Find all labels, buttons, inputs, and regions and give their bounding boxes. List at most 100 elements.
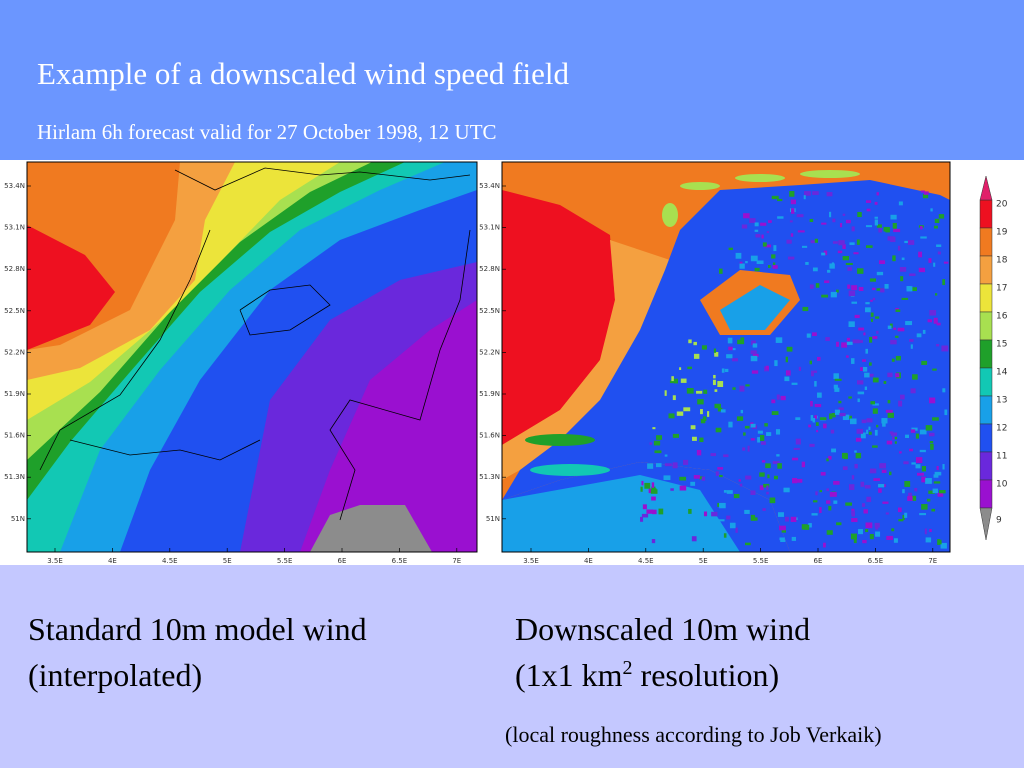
texture-spot: [857, 398, 860, 403]
legend-swatch: [979, 255, 993, 285]
texture-spot: [723, 454, 729, 458]
texture-spot: [930, 443, 934, 450]
texture-spot: [857, 391, 865, 395]
texture-spot: [791, 536, 796, 541]
texture-spot: [786, 239, 792, 244]
texture-spot: [814, 238, 818, 243]
texture-spot: [918, 251, 923, 258]
texture-spot: [729, 522, 736, 529]
texture-spot: [925, 478, 932, 484]
texture-spot: [841, 342, 848, 348]
texture-spot: [934, 225, 938, 229]
texture-spot: [735, 527, 738, 533]
border: [69, 439, 261, 461]
texture-spot: [826, 458, 829, 462]
texture-spot: [761, 460, 766, 463]
texture-spot: [882, 484, 886, 488]
texture-spot: [688, 339, 692, 344]
texture-spot: [839, 412, 846, 417]
texture-spot: [756, 260, 764, 264]
texture-spot: [820, 472, 826, 476]
texture-spot: [650, 489, 658, 494]
lon-tick-label: 5.5E: [753, 557, 769, 565]
texture-spot: [832, 241, 838, 244]
texture-spot: [777, 463, 782, 469]
texture-spot: [829, 491, 837, 497]
texture-spot: [887, 372, 893, 378]
texture-spot: [744, 542, 751, 546]
texture-spot: [808, 424, 812, 428]
texture-spot: [897, 327, 905, 332]
texture-spot: [714, 352, 719, 357]
texture-spot: [848, 484, 855, 490]
texture-spot: [834, 387, 840, 392]
texture-spot: [793, 447, 800, 450]
texture-spot: [736, 416, 744, 421]
texture-spot: [668, 413, 675, 419]
texture-spot: [727, 337, 733, 344]
texture-spot: [866, 208, 871, 212]
texture-spot: [796, 214, 804, 218]
texture-spot: [863, 332, 866, 336]
texture-spot: [739, 483, 743, 487]
texture-spot: [766, 485, 769, 490]
texture-spot: [664, 390, 667, 396]
texture-spot: [866, 496, 872, 502]
caption-left-2: (interpolated): [28, 657, 202, 693]
texture-spot: [878, 260, 886, 265]
left-map: [26, 161, 478, 553]
caption-right-2: (1x1 km2 resolution): [515, 657, 779, 693]
texture-spot: [809, 360, 812, 365]
texture-spot: [928, 258, 932, 263]
lat-tick-label: 51N: [11, 515, 25, 523]
island: [525, 434, 595, 446]
lat-tick-label: 51.9N: [4, 390, 25, 398]
texture-spot: [862, 366, 868, 372]
texture-spot: [858, 286, 864, 292]
texture-spot: [839, 223, 843, 228]
texture-spot: [846, 355, 849, 358]
texture-spot: [936, 322, 941, 326]
texture-spot: [819, 417, 827, 421]
texture-spot: [710, 453, 717, 457]
texture-spot: [821, 222, 827, 225]
texture-spot: [942, 279, 946, 286]
texture-spot: [875, 531, 881, 537]
top-band: [0, 0, 1024, 160]
texture-spot: [850, 533, 857, 540]
frame: [501, 161, 951, 553]
texture-spot: [941, 345, 949, 352]
texture-spot: [814, 415, 817, 419]
texture-spot: [920, 190, 925, 193]
texture-spot: [701, 345, 707, 350]
legend-swatch: [979, 479, 993, 509]
texture-spot: [789, 191, 795, 197]
texture-spot: [929, 528, 932, 532]
texture-spot: [865, 225, 873, 228]
texture-spot: [688, 508, 692, 514]
texture-spot: [855, 452, 862, 459]
texture-spot: [765, 365, 769, 370]
texture-spot: [785, 356, 788, 363]
texture-spot: [928, 490, 935, 494]
texture-spot: [714, 403, 721, 409]
texture-spot: [728, 346, 733, 351]
texture-spot: [898, 201, 903, 206]
texture-spot: [812, 417, 816, 423]
texture-spot: [865, 522, 873, 529]
texture-spot: [890, 339, 897, 345]
texture: [640, 190, 949, 549]
texture-spot: [691, 536, 697, 542]
texture-spot: [771, 254, 776, 259]
texture-spot: [757, 437, 761, 443]
texture-spot: [842, 244, 846, 250]
legend-swatch: [979, 395, 993, 425]
texture-spot: [875, 316, 880, 319]
texture-spot: [683, 407, 691, 412]
texture-spot: [934, 218, 940, 224]
texture-spot: [939, 539, 942, 545]
texture-spot: [895, 355, 901, 361]
texture-spot: [899, 266, 907, 272]
texture-spot: [693, 353, 700, 359]
lat-tick-label: 51N: [486, 515, 500, 523]
